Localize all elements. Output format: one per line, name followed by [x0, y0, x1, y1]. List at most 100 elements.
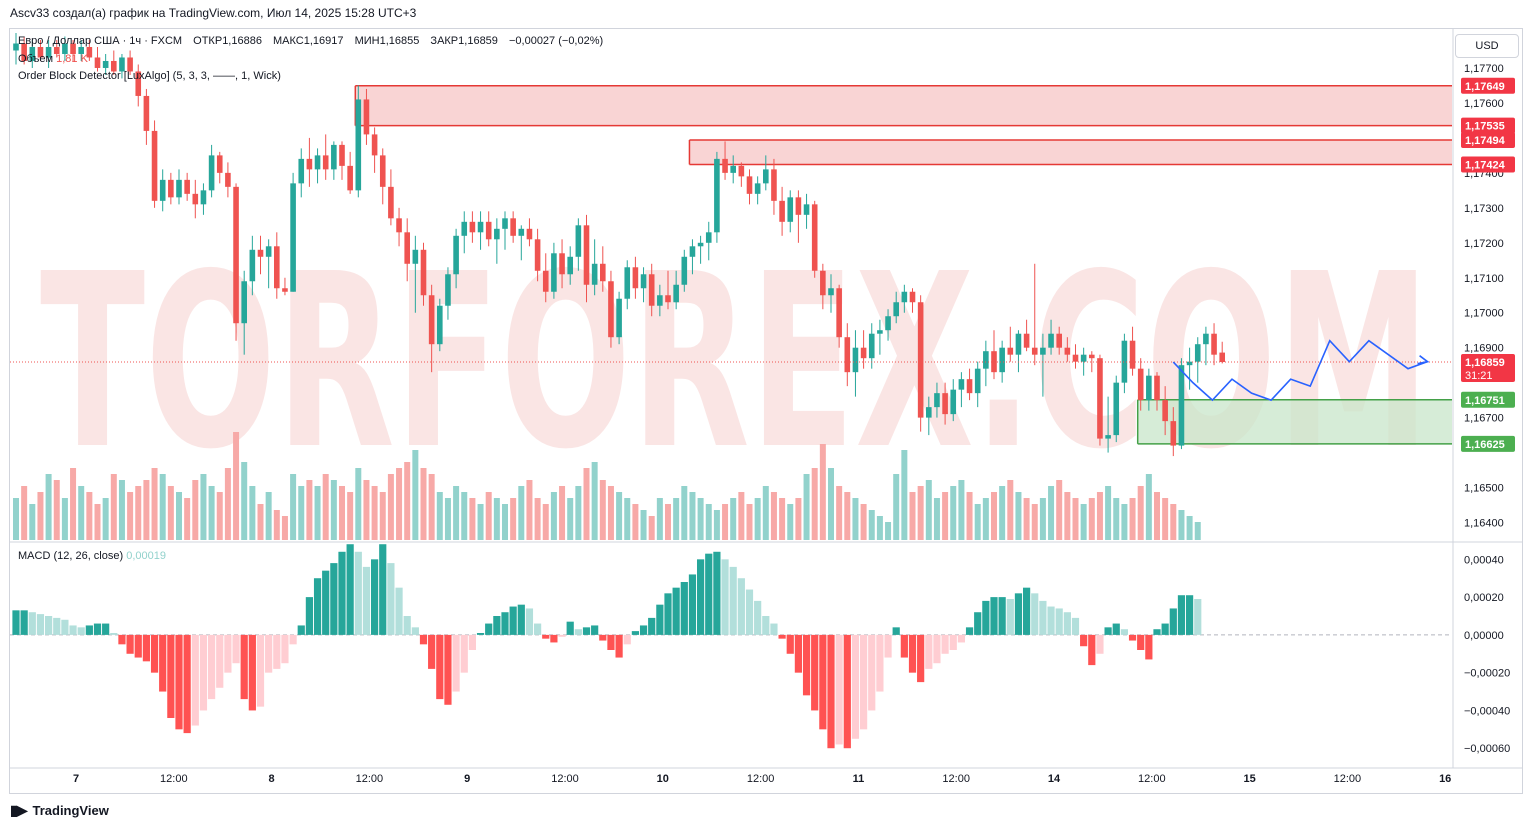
candle-up: [159, 179, 166, 201]
candle-down: [339, 144, 345, 166]
candle-up: [1015, 333, 1022, 355]
macd-histogram-bar: [428, 634, 436, 669]
projection-path: [1172, 339, 1428, 402]
macd-histogram-bar: [965, 627, 974, 635]
macd-histogram-bar: [925, 634, 933, 669]
macd-histogram-bar: [1137, 634, 1145, 650]
volume-bar: [860, 504, 867, 540]
volume-bar: [730, 498, 737, 540]
candle-down: [648, 274, 655, 306]
time-tick-label: 11: [853, 773, 865, 785]
macd-histogram-bar: [860, 634, 868, 730]
price-badge-label: 1,17535: [1465, 121, 1505, 133]
volume-label: Объем: [18, 53, 54, 65]
price-tick-label: 1,17700: [1464, 63, 1504, 75]
candle-down: [608, 281, 614, 338]
price-badge-label: 1,17424: [1465, 159, 1506, 171]
macd-histogram-bar: [289, 634, 297, 645]
volume-bar: [738, 492, 745, 540]
macd-histogram-bar: [216, 634, 224, 688]
macd-histogram-bar: [338, 551, 346, 635]
macd-histogram-bar: [705, 553, 713, 635]
candle-down: [396, 218, 402, 233]
volume-bar: [53, 480, 60, 540]
candle-up: [673, 284, 679, 303]
candle-up: [787, 197, 794, 222]
time-tick-label: 10: [657, 773, 669, 785]
macd-histogram-bar: [53, 617, 61, 635]
indicator-legend[interactable]: Order Block Detector [LuxAlgo] (5, 3, 3,…: [18, 70, 281, 82]
volume-bar: [118, 480, 125, 540]
volume-bar: [159, 474, 166, 540]
candle-down: [127, 57, 133, 72]
volume-bar: [624, 498, 631, 540]
tradingview-logo[interactable]: ▮▶ TradingView: [10, 802, 109, 819]
time-tick-label: 9: [464, 773, 470, 785]
volume-bar: [999, 486, 1006, 540]
macd-histogram-bar: [737, 578, 745, 635]
macd-histogram-bar: [313, 578, 322, 635]
macd-histogram-bar: [1055, 608, 1063, 635]
volume-bar: [591, 462, 598, 540]
candle-up: [591, 263, 598, 285]
volume-bar: [1031, 504, 1038, 540]
volume-bar: [1023, 498, 1030, 540]
macd-histogram-bar: [77, 627, 85, 635]
volume-bar: [1064, 492, 1071, 540]
candle-down: [257, 249, 264, 257]
volume-bar: [1170, 504, 1177, 540]
low-label: МИН: [354, 35, 380, 47]
macd-histogram-bar: [623, 634, 631, 645]
price-tick-label: 1,17600: [1464, 98, 1504, 110]
volume-bar: [151, 468, 158, 540]
price-tick-label: 1,16500: [1464, 483, 1504, 495]
macd-legend[interactable]: MACD (12, 26, close) 0,00019: [18, 550, 166, 562]
macd-histogram-bar: [892, 627, 900, 635]
chart-frame: [9, 28, 1523, 794]
macd-histogram-bar: [631, 631, 639, 635]
candle-up: [697, 242, 704, 247]
price-badge-resistance: [1461, 156, 1515, 173]
price-tick-label: 1,16400: [1464, 518, 1504, 530]
macd-histogram-bar: [256, 634, 265, 707]
macd-histogram-bar: [126, 634, 134, 654]
candle-down: [306, 158, 313, 170]
macd-histogram-bar: [949, 634, 957, 650]
candle-down: [665, 295, 671, 303]
volume-bar: [1096, 492, 1103, 540]
low-value: 1,16855: [379, 35, 420, 47]
macd-histogram-bar: [941, 634, 949, 654]
time-tick-label: 16: [1439, 773, 1451, 785]
volume-legend[interactable]: Объем 1,81 K: [18, 53, 88, 65]
candle-up: [689, 246, 696, 257]
volume-bar: [102, 498, 109, 540]
currency-button[interactable]: USD: [1455, 34, 1519, 58]
macd-histogram-bar: [273, 634, 281, 669]
volume-bar: [868, 510, 875, 540]
volume-bar: [722, 504, 729, 540]
volume-bar: [583, 468, 590, 540]
candle-down: [820, 270, 826, 296]
macd-histogram-bar: [305, 597, 313, 635]
volume-bar: [607, 486, 614, 540]
macd-histogram-bar: [1104, 627, 1112, 635]
macd-histogram-bar: [851, 634, 860, 739]
volume-bar: [762, 486, 769, 540]
candle-up: [868, 333, 875, 359]
macd-histogram-bar: [330, 563, 338, 635]
symbol-name[interactable]: Евро / Доллар США · 1ч · FXCM: [18, 35, 183, 47]
candle-up: [934, 393, 940, 408]
macd-histogram-bar: [403, 616, 411, 635]
volume-bar: [273, 510, 280, 540]
candle-down: [510, 218, 516, 236]
macd-histogram-bar: [933, 634, 941, 664]
candle-down: [135, 71, 142, 96]
volume-bar: [70, 468, 77, 540]
volume-bar: [298, 486, 305, 540]
volume-bar: [632, 504, 639, 540]
candle-up: [1040, 347, 1046, 355]
macd-histogram-bar: [835, 634, 843, 745]
volume-bar: [78, 486, 85, 540]
volume-bar: [444, 498, 451, 540]
